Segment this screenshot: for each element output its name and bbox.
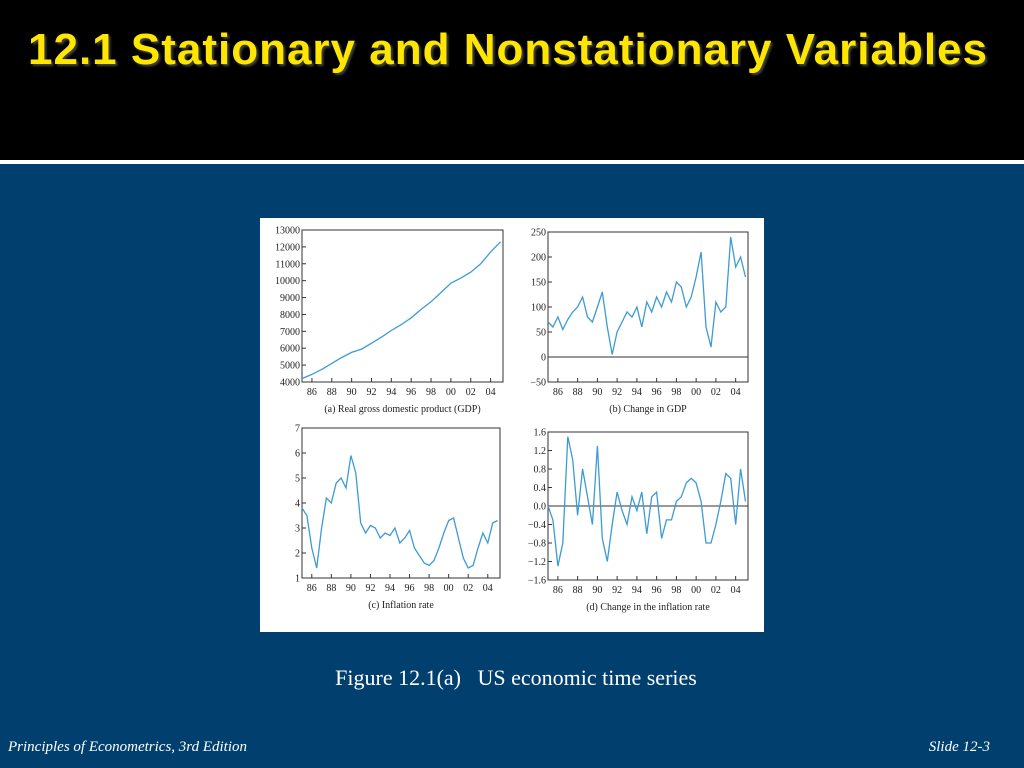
y-tick-label: 6 xyxy=(295,449,300,460)
y-tick-label: 1 xyxy=(295,574,300,585)
y-tick-label: 2 xyxy=(295,549,300,560)
title-rule xyxy=(0,160,1024,164)
x-tick-label: 96 xyxy=(405,583,415,594)
chart-subtitle: (b) Change in GDP xyxy=(609,404,687,415)
figure-panel xyxy=(260,218,764,632)
caption: Figure 12.1(a) US economic time series xyxy=(335,665,697,690)
x-tick-label: 04 xyxy=(731,585,741,596)
y-tick-label: 0.8 xyxy=(534,465,547,476)
y-tick-label: 5000 xyxy=(280,361,300,372)
y-tick-label: 12000 xyxy=(275,242,300,253)
data-line xyxy=(301,241,501,380)
y-tick-label: 4 xyxy=(295,499,300,510)
y-tick-label: 13000 xyxy=(275,226,300,237)
x-tick-label: 86 xyxy=(553,585,563,596)
x-tick-label: 88 xyxy=(573,585,583,596)
x-tick-label: 98 xyxy=(671,387,681,398)
x-tick-label: 88 xyxy=(327,387,337,398)
x-tick-label: 92 xyxy=(366,387,376,398)
x-tick-label: 92 xyxy=(612,387,622,398)
x-tick-label: 04 xyxy=(483,583,493,594)
y-tick-label: 4000 xyxy=(280,378,300,389)
y-tick-label: 9000 xyxy=(280,293,300,304)
x-tick-label: 90 xyxy=(592,585,602,596)
y-tick-label: 10000 xyxy=(275,276,300,287)
title-bar xyxy=(0,0,1024,160)
x-tick-label: 00 xyxy=(444,583,454,594)
y-tick-label: 50 xyxy=(536,328,546,339)
chart-subtitle: (c) Inflation rate xyxy=(368,600,434,611)
chart-subtitle: (a) Real gross domestic product (GDP) xyxy=(324,404,480,415)
x-tick-label: 04 xyxy=(731,387,741,398)
y-tick-label: −1.2 xyxy=(528,557,546,568)
x-tick-label: 98 xyxy=(671,585,681,596)
y-tick-label: 7000 xyxy=(280,327,300,338)
x-tick-label: 94 xyxy=(632,585,642,596)
x-tick-label: 90 xyxy=(592,387,602,398)
y-tick-label: −50 xyxy=(530,378,546,389)
y-tick-label: 150 xyxy=(531,278,546,289)
data-line xyxy=(547,236,747,355)
data-line xyxy=(301,455,498,569)
footer-left: Principles of Econometrics, 3rd Edition xyxy=(7,739,247,755)
x-tick-label: 98 xyxy=(426,387,436,398)
x-tick-label: 00 xyxy=(446,387,456,398)
x-tick-label: 86 xyxy=(307,387,317,398)
plot-frame xyxy=(301,229,504,383)
y-tick-label: 7 xyxy=(295,424,300,435)
y-tick-label: 3 xyxy=(295,524,300,535)
x-tick-label: 96 xyxy=(652,585,662,596)
footer-right: Slide 12-3 xyxy=(929,739,990,755)
y-tick-label: 11000 xyxy=(275,259,300,270)
chart-subtitle: (d) Change in the inflation rate xyxy=(586,602,710,613)
y-tick-label: 1.6 xyxy=(534,428,547,439)
x-tick-label: 86 xyxy=(553,387,563,398)
x-tick-label: 94 xyxy=(386,387,396,398)
y-tick-label: 0.4 xyxy=(534,483,547,494)
x-tick-label: 90 xyxy=(347,387,357,398)
x-tick-label: 04 xyxy=(486,387,496,398)
x-tick-label: 88 xyxy=(326,583,336,594)
x-tick-label: 02 xyxy=(711,387,721,398)
y-tick-label: 6000 xyxy=(280,344,300,355)
slide-title: 12.1 Stationary and Nonstationary Variab… xyxy=(28,25,988,74)
y-tick-label: −0.4 xyxy=(528,520,546,531)
y-tick-label: −0.8 xyxy=(528,539,546,550)
x-tick-label: 02 xyxy=(466,387,476,398)
y-tick-label: −1.6 xyxy=(528,576,546,587)
y-tick-label: 1.2 xyxy=(534,446,547,457)
y-tick-label: 0 xyxy=(541,353,546,364)
y-tick-label: 0.0 xyxy=(534,502,547,513)
y-tick-label: 5 xyxy=(295,474,300,485)
y-tick-label: 200 xyxy=(531,253,546,264)
data-line xyxy=(547,436,747,567)
x-tick-label: 00 xyxy=(691,387,701,398)
y-tick-label: 250 xyxy=(531,228,546,239)
x-tick-label: 02 xyxy=(711,585,721,596)
x-tick-label: 02 xyxy=(463,583,473,594)
x-tick-label: 96 xyxy=(406,387,416,398)
x-tick-label: 90 xyxy=(346,583,356,594)
x-tick-label: 00 xyxy=(691,585,701,596)
x-tick-label: 94 xyxy=(632,387,642,398)
y-tick-label: 100 xyxy=(531,303,546,314)
x-tick-label: 86 xyxy=(307,583,317,594)
y-tick-label: 8000 xyxy=(280,310,300,321)
x-tick-label: 92 xyxy=(365,583,375,594)
x-tick-label: 96 xyxy=(652,387,662,398)
x-tick-label: 92 xyxy=(612,585,622,596)
x-tick-label: 94 xyxy=(385,583,395,594)
x-tick-label: 88 xyxy=(573,387,583,398)
x-tick-label: 98 xyxy=(424,583,434,594)
